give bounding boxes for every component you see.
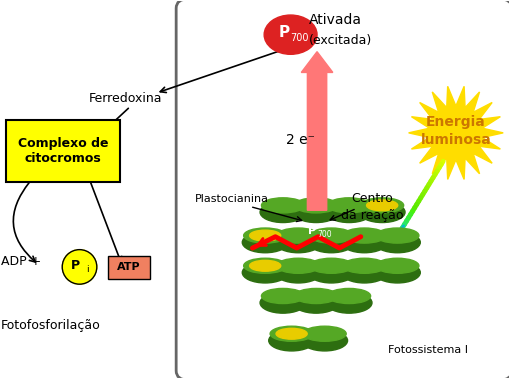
Text: Fotossistema I: Fotossistema I <box>387 345 467 355</box>
Ellipse shape <box>374 262 419 283</box>
FancyBboxPatch shape <box>108 256 150 279</box>
Ellipse shape <box>326 293 371 313</box>
Ellipse shape <box>308 232 353 253</box>
Ellipse shape <box>242 232 288 253</box>
Ellipse shape <box>293 293 338 313</box>
Ellipse shape <box>341 232 386 253</box>
Text: 2 e⁻: 2 e⁻ <box>285 133 314 147</box>
Ellipse shape <box>360 198 403 213</box>
Ellipse shape <box>260 293 305 313</box>
Ellipse shape <box>308 262 353 283</box>
Text: P: P <box>307 226 316 236</box>
Ellipse shape <box>342 258 385 273</box>
Ellipse shape <box>260 202 305 222</box>
Ellipse shape <box>249 260 280 271</box>
Text: Fotofosforilação: Fotofosforilação <box>1 319 100 332</box>
Ellipse shape <box>327 198 370 213</box>
Text: Complexo de
citocromos: Complexo de citocromos <box>18 137 108 165</box>
Ellipse shape <box>243 228 286 243</box>
Text: Plastocianina: Plastocianina <box>195 194 269 204</box>
Ellipse shape <box>243 258 286 273</box>
Text: ADP +: ADP + <box>1 255 45 268</box>
Ellipse shape <box>341 262 386 283</box>
Ellipse shape <box>342 228 385 243</box>
Ellipse shape <box>374 232 419 253</box>
Ellipse shape <box>275 262 321 283</box>
Polygon shape <box>408 86 502 179</box>
Ellipse shape <box>294 198 337 213</box>
Text: Ferredoxina: Ferredoxina <box>89 92 162 105</box>
Text: Ativada: Ativada <box>308 13 361 27</box>
Circle shape <box>264 15 317 54</box>
Text: Centro: Centro <box>350 193 392 205</box>
Ellipse shape <box>268 330 314 351</box>
Ellipse shape <box>358 202 404 222</box>
FancyBboxPatch shape <box>6 120 120 182</box>
Text: P: P <box>71 259 80 272</box>
Text: i: i <box>86 265 89 274</box>
Ellipse shape <box>270 326 313 341</box>
Text: Energia: Energia <box>425 114 485 128</box>
Ellipse shape <box>294 288 337 304</box>
Ellipse shape <box>249 230 280 241</box>
Text: P: P <box>278 25 290 39</box>
Ellipse shape <box>375 228 418 243</box>
Circle shape <box>429 114 481 152</box>
FancyBboxPatch shape <box>176 0 509 379</box>
Ellipse shape <box>327 288 370 304</box>
Ellipse shape <box>276 228 319 243</box>
Ellipse shape <box>293 202 338 222</box>
Text: 700: 700 <box>317 230 331 239</box>
Text: da reação: da reação <box>340 210 403 222</box>
Text: ATP: ATP <box>117 262 140 272</box>
Ellipse shape <box>275 328 306 339</box>
Ellipse shape <box>62 250 97 284</box>
FancyArrow shape <box>301 52 332 210</box>
Ellipse shape <box>366 200 397 211</box>
Ellipse shape <box>276 258 319 273</box>
Ellipse shape <box>309 228 352 243</box>
Ellipse shape <box>261 198 304 213</box>
Ellipse shape <box>375 258 418 273</box>
Ellipse shape <box>309 258 352 273</box>
Ellipse shape <box>275 232 321 253</box>
Ellipse shape <box>301 330 347 351</box>
Text: (excitada): (excitada) <box>308 34 371 47</box>
Ellipse shape <box>302 326 346 341</box>
Ellipse shape <box>242 262 288 283</box>
Text: 700: 700 <box>290 33 308 44</box>
Text: luminosa: luminosa <box>420 133 490 147</box>
Ellipse shape <box>261 288 304 304</box>
Ellipse shape <box>326 202 371 222</box>
